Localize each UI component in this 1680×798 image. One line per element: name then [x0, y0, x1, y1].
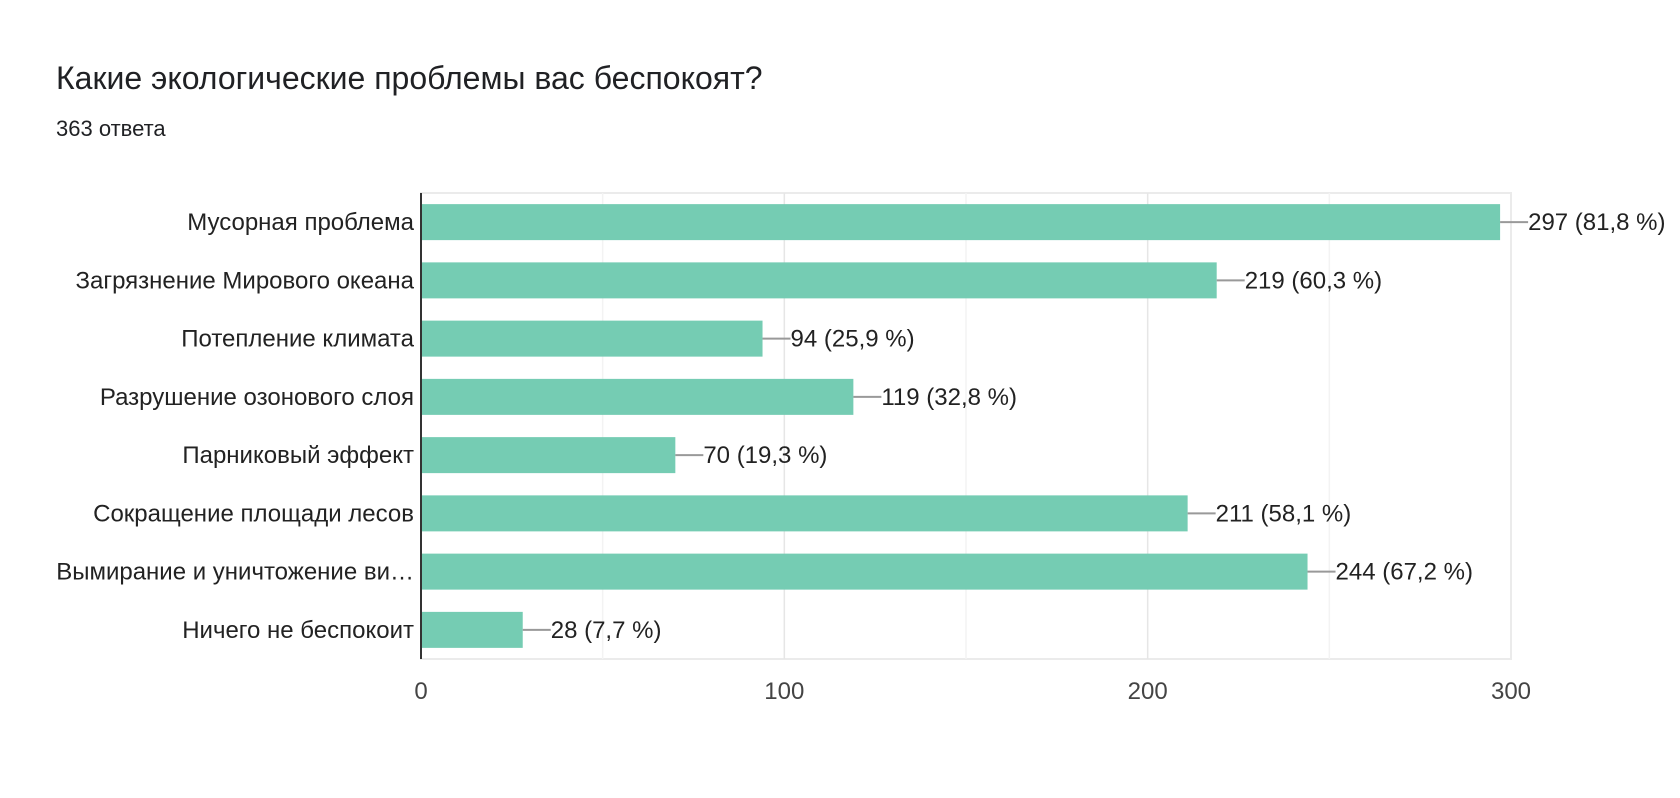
- category-label: Сокращение площади лесов: [93, 500, 414, 527]
- bar: [421, 495, 1188, 532]
- bar: [421, 262, 1217, 299]
- response-count: 363 ответа: [56, 116, 166, 141]
- category-label: Разрушение озонового слоя: [100, 384, 414, 411]
- category-label: Вымирание и уничтожение ви…: [56, 559, 414, 586]
- category-label: Мусорная проблема: [187, 209, 414, 236]
- data-label: 28 (7,7 %): [551, 617, 662, 644]
- bar: [421, 437, 676, 474]
- data-label: 70 (19,3 %): [703, 442, 827, 469]
- category-label: Ничего не беспокоит: [182, 617, 414, 644]
- category-label: Парниковый эффект: [182, 442, 414, 469]
- bar: [421, 553, 1308, 590]
- data-label: 119 (32,8 %): [881, 384, 1017, 411]
- data-label: 297 (81,8 %): [1528, 209, 1665, 236]
- category-label: Загрязнение Мирового океана: [75, 267, 414, 294]
- category-label: Потепление климата: [181, 326, 414, 353]
- data-label: 211 (58,1 %): [1216, 500, 1352, 527]
- data-label: 94 (25,9 %): [791, 326, 915, 353]
- data-label: 219 (60,3 %): [1245, 267, 1382, 294]
- x-tick-label: 300: [1491, 678, 1531, 705]
- data-label: 244 (67,2 %): [1336, 559, 1473, 586]
- chart-title: Какие экологические проблемы вас беспоко…: [56, 60, 763, 96]
- bar: [421, 204, 1501, 241]
- x-tick-label: 100: [764, 678, 804, 705]
- x-tick-label: 0: [414, 678, 427, 705]
- x-tick-label: 200: [1128, 678, 1168, 705]
- bar: [421, 611, 523, 648]
- bar: [421, 378, 854, 415]
- bar: [421, 320, 763, 357]
